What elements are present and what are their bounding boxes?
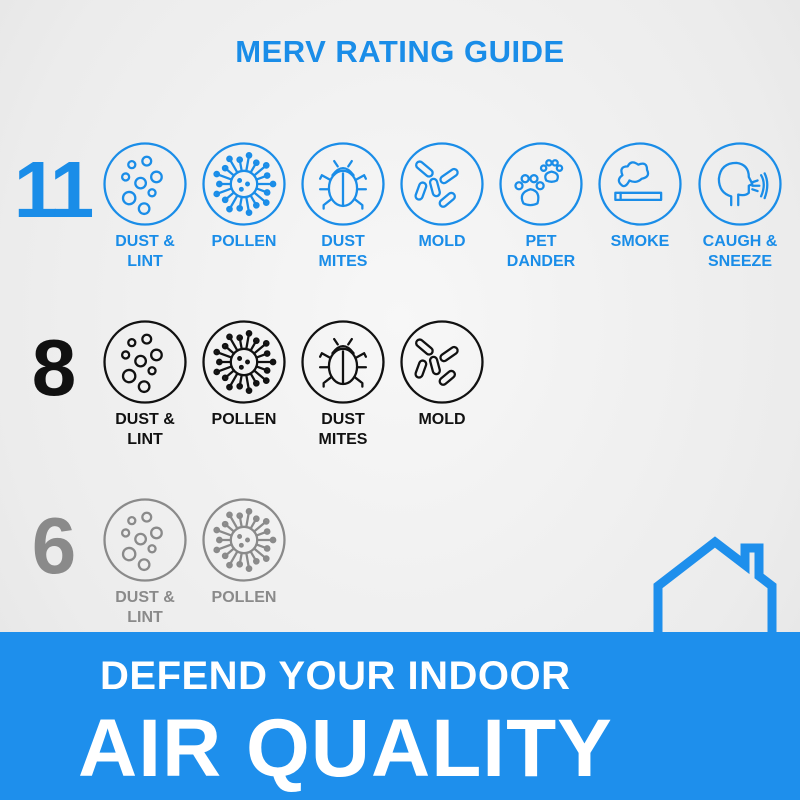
- label-line: POLLEN: [211, 233, 277, 250]
- label-line: MITES: [318, 253, 368, 270]
- mold-icon: [400, 320, 484, 404]
- label-line: DUST &: [115, 589, 175, 606]
- contaminant-item: POLLEN: [189, 318, 299, 430]
- contaminant-label: DUST MITES: [288, 410, 398, 450]
- pollen-icon: [202, 498, 286, 582]
- label-line: SNEEZE: [707, 253, 772, 270]
- contaminant-label: POLLEN: [189, 588, 299, 608]
- contaminant-item: DUST & LINT: [90, 496, 200, 628]
- label-line: MOLD: [418, 411, 466, 428]
- merv-rating-number: 6: [31, 501, 77, 590]
- merv-rating-number: 11: [13, 145, 95, 234]
- dust-lint-icon: [103, 498, 187, 582]
- pollen-icon: [202, 142, 286, 226]
- merv-rating-number: 8: [31, 323, 77, 412]
- label-line: POLLEN: [211, 589, 277, 606]
- contaminant-label: CAUGH & SNEEZE: [685, 232, 795, 272]
- contaminant-label: MOLD: [387, 410, 497, 430]
- contaminant-item: MOLD: [387, 140, 497, 252]
- contaminant-item: DUST & LINT: [90, 318, 200, 450]
- label-line: LINT: [127, 253, 163, 270]
- pollen-icon: [202, 320, 286, 404]
- label-line: MITES: [318, 431, 368, 448]
- merv-8-row: 8 DUST & LINT POLLEN DUST MITES MOLD: [0, 318, 800, 458]
- contaminant-item: PET DANDER: [486, 140, 596, 272]
- merv-6-row: 6 DUST & LINT POLLEN: [0, 496, 800, 636]
- label-line: DANDER: [506, 253, 576, 270]
- dust-lint-icon: [103, 142, 187, 226]
- paw-icon: [499, 142, 583, 226]
- contaminant-label: DUST & LINT: [90, 588, 200, 628]
- label-line: MOLD: [418, 233, 466, 250]
- label-line: DUST: [321, 411, 365, 428]
- house-icon: [653, 536, 777, 636]
- contaminant-label: PET DANDER: [486, 232, 596, 272]
- contaminant-item: SMOKE: [585, 140, 695, 252]
- merv-11-row: 11 DUST & LINT POLLEN DUST MITES MOLD PET DANDER…: [0, 140, 800, 280]
- label-line: LINT: [127, 609, 163, 626]
- contaminant-label: POLLEN: [189, 410, 299, 430]
- banner-line-1: DEFEND YOUR INDOOR: [100, 654, 571, 698]
- contaminant-item: DUST MITES: [288, 140, 398, 272]
- contaminant-item: DUST MITES: [288, 318, 398, 450]
- sneeze-icon: [698, 142, 782, 226]
- contaminant-item: CAUGH & SNEEZE: [685, 140, 795, 272]
- label-line: DUST &: [115, 233, 175, 250]
- dust-mite-icon: [301, 320, 385, 404]
- banner: DEFEND YOUR INDOOR AIR QUALITY: [0, 632, 800, 800]
- dust-lint-icon: [103, 320, 187, 404]
- contaminant-item: POLLEN: [189, 496, 299, 608]
- contaminant-label: POLLEN: [189, 232, 299, 252]
- dust-mite-icon: [301, 142, 385, 226]
- label-line: SMOKE: [610, 233, 670, 250]
- contaminant-label: DUST MITES: [288, 232, 398, 272]
- contaminant-label: MOLD: [387, 232, 497, 252]
- banner-line-2: AIR QUALITY: [78, 703, 613, 794]
- label-line: CAUGH &: [702, 233, 778, 250]
- label-line: DUST: [321, 233, 365, 250]
- label-line: PET: [525, 233, 557, 250]
- label-line: POLLEN: [211, 411, 277, 428]
- contaminant-label: DUST & LINT: [90, 232, 200, 272]
- contaminant-label: SMOKE: [585, 232, 695, 252]
- label-line: LINT: [127, 431, 163, 448]
- mold-icon: [400, 142, 484, 226]
- page-title: MERV RATING GUIDE: [235, 34, 565, 69]
- smoke-icon: [598, 142, 682, 226]
- contaminant-label: DUST & LINT: [90, 410, 200, 450]
- contaminant-item: MOLD: [387, 318, 497, 430]
- contaminant-item: POLLEN: [189, 140, 299, 252]
- contaminant-item: DUST & LINT: [90, 140, 200, 272]
- label-line: DUST &: [115, 411, 175, 428]
